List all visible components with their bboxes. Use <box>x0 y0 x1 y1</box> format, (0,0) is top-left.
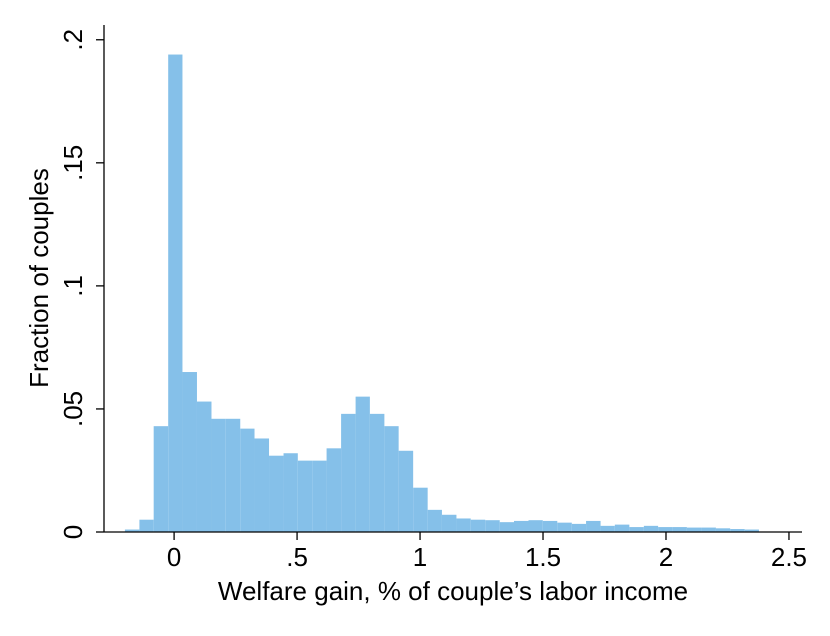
x-tick-label: 2 <box>659 542 673 572</box>
bar <box>485 520 500 532</box>
bar <box>196 401 212 532</box>
bar <box>672 527 687 532</box>
bar <box>326 448 342 532</box>
x-tick-label: 0 <box>167 542 181 572</box>
bar <box>254 438 270 532</box>
y-tick-label: .15 <box>58 145 88 181</box>
bar <box>341 413 356 532</box>
bar <box>283 453 298 532</box>
bar <box>456 518 471 532</box>
bar <box>355 396 370 532</box>
bar <box>701 527 716 532</box>
bar <box>225 418 241 532</box>
bar <box>269 455 284 532</box>
bar <box>124 529 140 532</box>
bar <box>369 413 385 532</box>
bar <box>470 519 486 532</box>
y-axis-label: Fraction of couples <box>24 168 54 388</box>
bar <box>413 487 428 532</box>
x-tick-label: 1 <box>413 542 427 572</box>
y-tick-label: .1 <box>58 275 88 297</box>
x-tick-label: 1.5 <box>525 542 561 572</box>
y-tick-label: .05 <box>58 391 88 427</box>
bar <box>586 520 601 532</box>
bar <box>297 460 313 532</box>
bar <box>153 426 169 532</box>
bar <box>168 54 183 532</box>
bar <box>240 428 255 532</box>
bar <box>441 514 457 532</box>
bar <box>629 527 644 532</box>
bar <box>744 529 759 532</box>
bar <box>557 522 572 532</box>
bar <box>211 418 226 532</box>
bar <box>312 460 327 532</box>
bar <box>427 509 442 532</box>
bar <box>384 426 399 532</box>
x-tick-label: 2.5 <box>771 542 807 572</box>
bar <box>643 525 659 532</box>
bar <box>658 527 673 532</box>
bar <box>139 519 154 532</box>
bar <box>600 525 615 532</box>
y-tick-label: .2 <box>58 29 88 51</box>
bar <box>499 522 514 532</box>
y-tick-label: 0 <box>58 525 88 539</box>
bar <box>542 520 558 532</box>
x-tick-label: .5 <box>286 542 308 572</box>
bar <box>398 450 414 532</box>
bar <box>182 372 197 532</box>
bar <box>513 520 529 532</box>
bar <box>571 523 587 532</box>
bar <box>730 529 745 532</box>
x-axis-label: Welfare gain, % of couple’s labor income <box>218 576 688 606</box>
bar <box>614 524 630 532</box>
bar <box>686 527 702 532</box>
bar <box>715 528 731 532</box>
bar <box>528 520 543 532</box>
